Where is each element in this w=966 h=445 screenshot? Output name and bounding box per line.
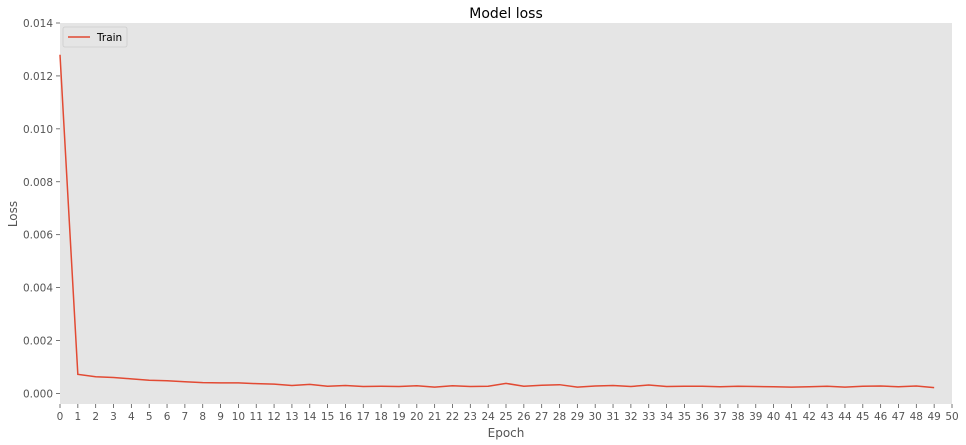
x-tick-label: 37 (713, 411, 726, 423)
x-tick-label: 26 (517, 411, 531, 423)
x-tick-label: 27 (535, 411, 548, 423)
x-tick-label: 36 (696, 411, 710, 423)
x-tick-label: 0 (57, 411, 64, 423)
y-tick-label: 0.004 (23, 283, 53, 295)
x-tick-label: 2 (92, 411, 99, 423)
x-tick-label: 41 (785, 411, 798, 423)
x-tick-label: 17 (357, 411, 370, 423)
y-tick-label: 0.014 (23, 18, 53, 30)
x-tick-label: 14 (303, 411, 317, 423)
x-tick-label: 20 (410, 411, 423, 423)
x-tick-label: 16 (339, 411, 353, 423)
x-tick-label: 39 (749, 411, 762, 423)
x-tick-label: 47 (892, 411, 905, 423)
x-tick-label: 15 (321, 411, 334, 423)
x-tick-label: 23 (464, 411, 477, 423)
x-tick-label: 18 (374, 411, 387, 423)
x-tick-label: 24 (481, 411, 495, 423)
y-tick-label: 0.012 (23, 71, 53, 83)
x-tick-label: 1 (74, 411, 81, 423)
x-tick-label: 13 (285, 411, 298, 423)
y-tick-label: 0.010 (23, 124, 53, 136)
x-tick-label: 31 (606, 411, 619, 423)
x-tick-label: 6 (164, 411, 171, 423)
x-tick-label: 11 (250, 411, 263, 423)
x-tick-label: 10 (232, 411, 245, 423)
x-tick-label: 35 (678, 411, 691, 423)
x-tick-label: 50 (945, 411, 958, 423)
y-tick-label: 0.002 (23, 336, 53, 348)
x-tick-label: 34 (660, 411, 674, 423)
x-tick-label: 44 (838, 411, 852, 423)
y-tick-label: 0.008 (23, 177, 53, 189)
x-tick-label: 5 (146, 411, 153, 423)
x-tick-label: 33 (642, 411, 655, 423)
x-tick-label: 40 (767, 411, 780, 423)
y-axis: 0.000 0.002 0.004 0.006 0.008 0.010 0.012 0.014 (23, 18, 60, 400)
x-tick-label: 3 (110, 411, 117, 423)
legend-box (62, 26, 128, 48)
x-tick-label: 19 (392, 411, 405, 423)
x-tick-label: 49 (927, 411, 940, 423)
train-loss-line (59, 54, 935, 389)
x-tick-label: 22 (446, 411, 459, 423)
x-tick-label: 12 (267, 411, 280, 423)
x-tick-label: 38 (731, 411, 744, 423)
x-tick-label: 21 (428, 411, 441, 423)
x-tick-label: 45 (856, 411, 869, 423)
plot-background (60, 23, 952, 404)
x-tick-label: 43 (820, 411, 833, 423)
x-tick-label: 32 (624, 411, 637, 423)
x-axis-label: Epoch (488, 426, 525, 440)
x-tick-label: 8 (199, 411, 206, 423)
x-tick-label: 9 (217, 411, 224, 423)
x-axis: 0 1 2 3 4 5 6 7 8 9 10 11 12 13 14 15 16 17 18 19 20 21 22 23 24… (57, 404, 959, 423)
legend-label-train: Train (96, 32, 122, 44)
x-tick-label: 46 (874, 411, 888, 423)
x-tick-label: 25 (499, 411, 512, 423)
y-axis-label: Loss (6, 201, 20, 227)
x-tick-label: 42 (803, 411, 816, 423)
y-tick-label: 0.000 (23, 388, 53, 400)
chart-title: Model loss (469, 6, 543, 22)
legend: Train (62, 26, 128, 48)
x-tick-label: 48 (910, 411, 923, 423)
y-tick-label: 0.006 (23, 230, 53, 242)
x-tick-label: 30 (589, 411, 602, 423)
x-tick-label: 4 (128, 411, 135, 423)
x-tick-label: 29 (571, 411, 584, 423)
x-tick-label: 28 (553, 411, 566, 423)
x-tick-label: 7 (182, 411, 189, 423)
